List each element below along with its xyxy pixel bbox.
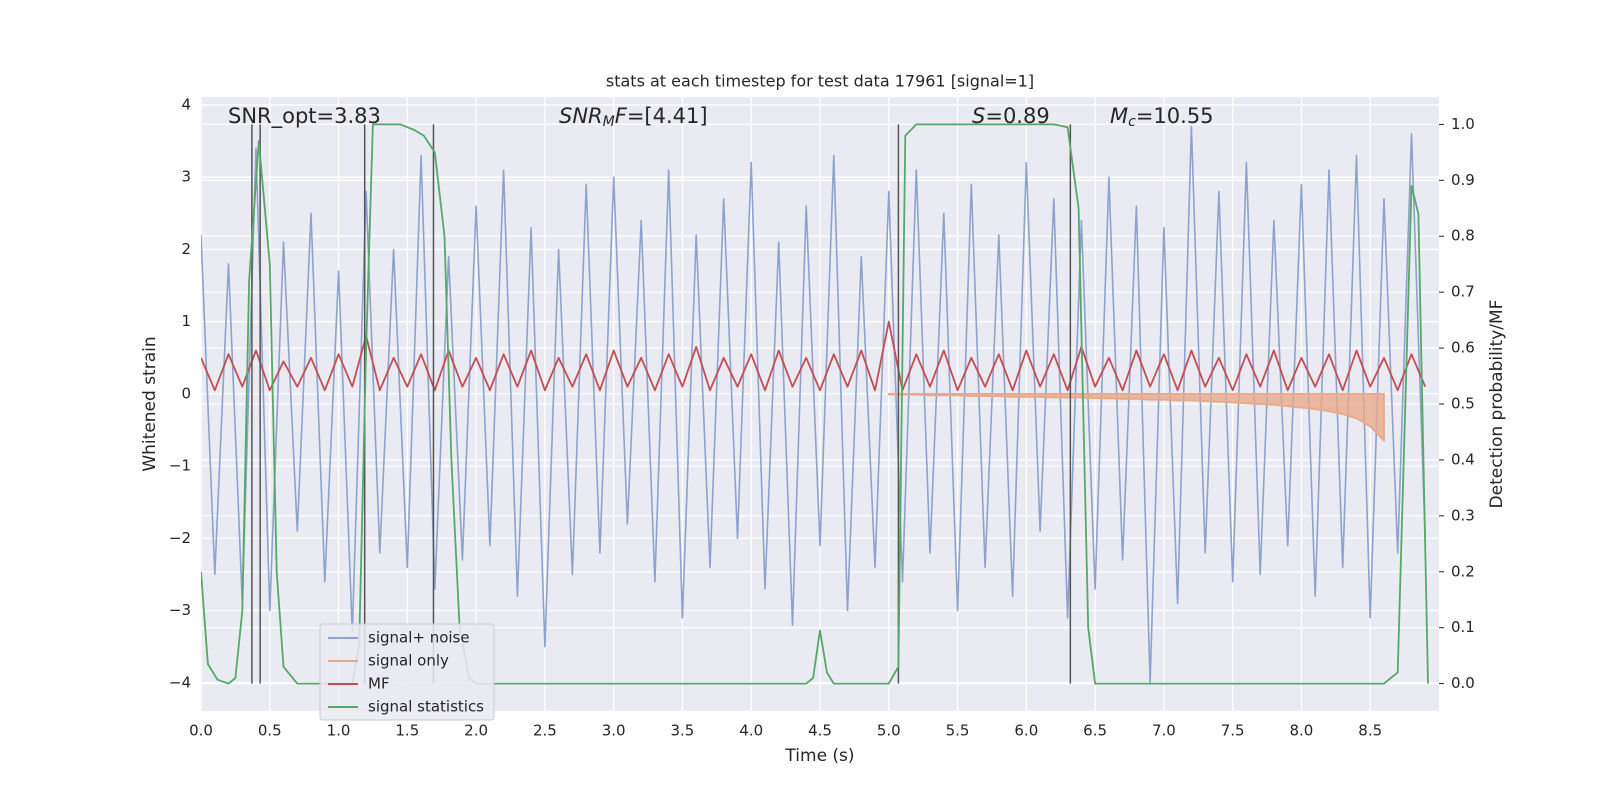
y2-tick-label: 0.4 [1451,450,1475,468]
legend-label: signal only [368,652,449,670]
y-tick-label: −4 [169,673,191,691]
y-tick-label: −3 [169,601,191,619]
annotation: SNR_opt=3.83 [228,104,381,129]
annotation-subscript: c [1128,114,1136,130]
y2-tick-label: 0.7 [1451,283,1475,301]
x-tick-label: 5.0 [877,722,901,740]
y-axis-label: Whitened strain [140,336,160,471]
annotation-text: M [1110,104,1128,128]
line [201,320,1427,392]
series-layer [201,123,1429,685]
annotation-text: =[4.41] [627,104,708,128]
y2-axis-label: Detection probability/MF [1487,300,1507,509]
y2-tick-label: 0.8 [1451,227,1475,245]
annotation: S=0.89 [972,104,1050,128]
x-tick-label: 1.0 [327,722,351,740]
y2-tick-label: 0.1 [1451,618,1475,636]
x-tick-label: 5.5 [946,722,970,740]
area [887,393,1385,442]
x-tick-label: 1.5 [395,722,419,740]
x-tick-label: 8.0 [1290,722,1314,740]
x-tick-label: 2.0 [464,722,488,740]
y-tick-label: 3 [181,168,191,186]
legend: signal+ noise signal only MF signal statist… [319,623,495,721]
x-tick-label: 7.5 [1221,722,1245,740]
x-tick-label: 4.0 [739,722,763,740]
x-tick-label: 7.0 [1152,722,1176,740]
line [201,123,1429,685]
annotation-text: =0.89 [985,104,1049,128]
y-tick-label: −2 [169,529,191,547]
x-tick-label: 0.5 [258,722,282,740]
legend-label: signal statistics [368,698,484,716]
x-tick-label: 6.0 [1014,722,1038,740]
x-tick-label: 8.5 [1358,722,1382,740]
y-tick-label: 0 [181,384,191,402]
y2-tick-label: 0.5 [1451,395,1475,413]
legend-box [319,623,495,721]
x-tick-label: 3.0 [602,722,626,740]
annotation-text: F [615,104,628,128]
legend-label: signal+ noise [368,629,470,647]
y2-tick-label: 0.2 [1451,562,1475,580]
annotation-text: SNR_opt=3.83 [228,104,381,129]
chart-title: stats at each timestep for test data 179… [606,72,1034,91]
annotation-text: SNR [559,104,603,128]
y2-tick-label: 1.0 [1451,115,1475,133]
plot-area [200,97,1439,711]
x-tick-label: 6.5 [1083,722,1107,740]
annotation: SNRMF=[4.41] [559,104,708,130]
x-axis-label: Time (s) [784,746,854,766]
legend-label: MF [368,675,390,693]
y2-tick-label: 0.0 [1451,674,1475,692]
y-tick-label: −1 [169,457,191,475]
y2-tick-label: 0.9 [1451,171,1475,189]
x-tick-label: 4.5 [808,722,832,740]
y-tick-label: 2 [181,240,191,258]
annotation-text: =10.55 [1136,104,1214,128]
annotation-text: S [972,104,985,128]
annotation: Mc=10.55 [1110,104,1214,130]
x-tick-label: 0.0 [189,722,213,740]
y2-tick-label: 0.6 [1451,339,1475,357]
y-tick-label: 4 [181,95,191,113]
y-tick-label: 1 [181,312,191,330]
x-tick-label: 2.5 [533,722,557,740]
y2-tick-label: 0.3 [1451,506,1475,524]
annotations: SNR_opt=3.83 SNRMF=[4.41] S=0.89 Mc=10.5… [228,104,1214,130]
x-tick-label: 3.5 [671,722,695,740]
annotation-subscript: M [603,114,615,130]
